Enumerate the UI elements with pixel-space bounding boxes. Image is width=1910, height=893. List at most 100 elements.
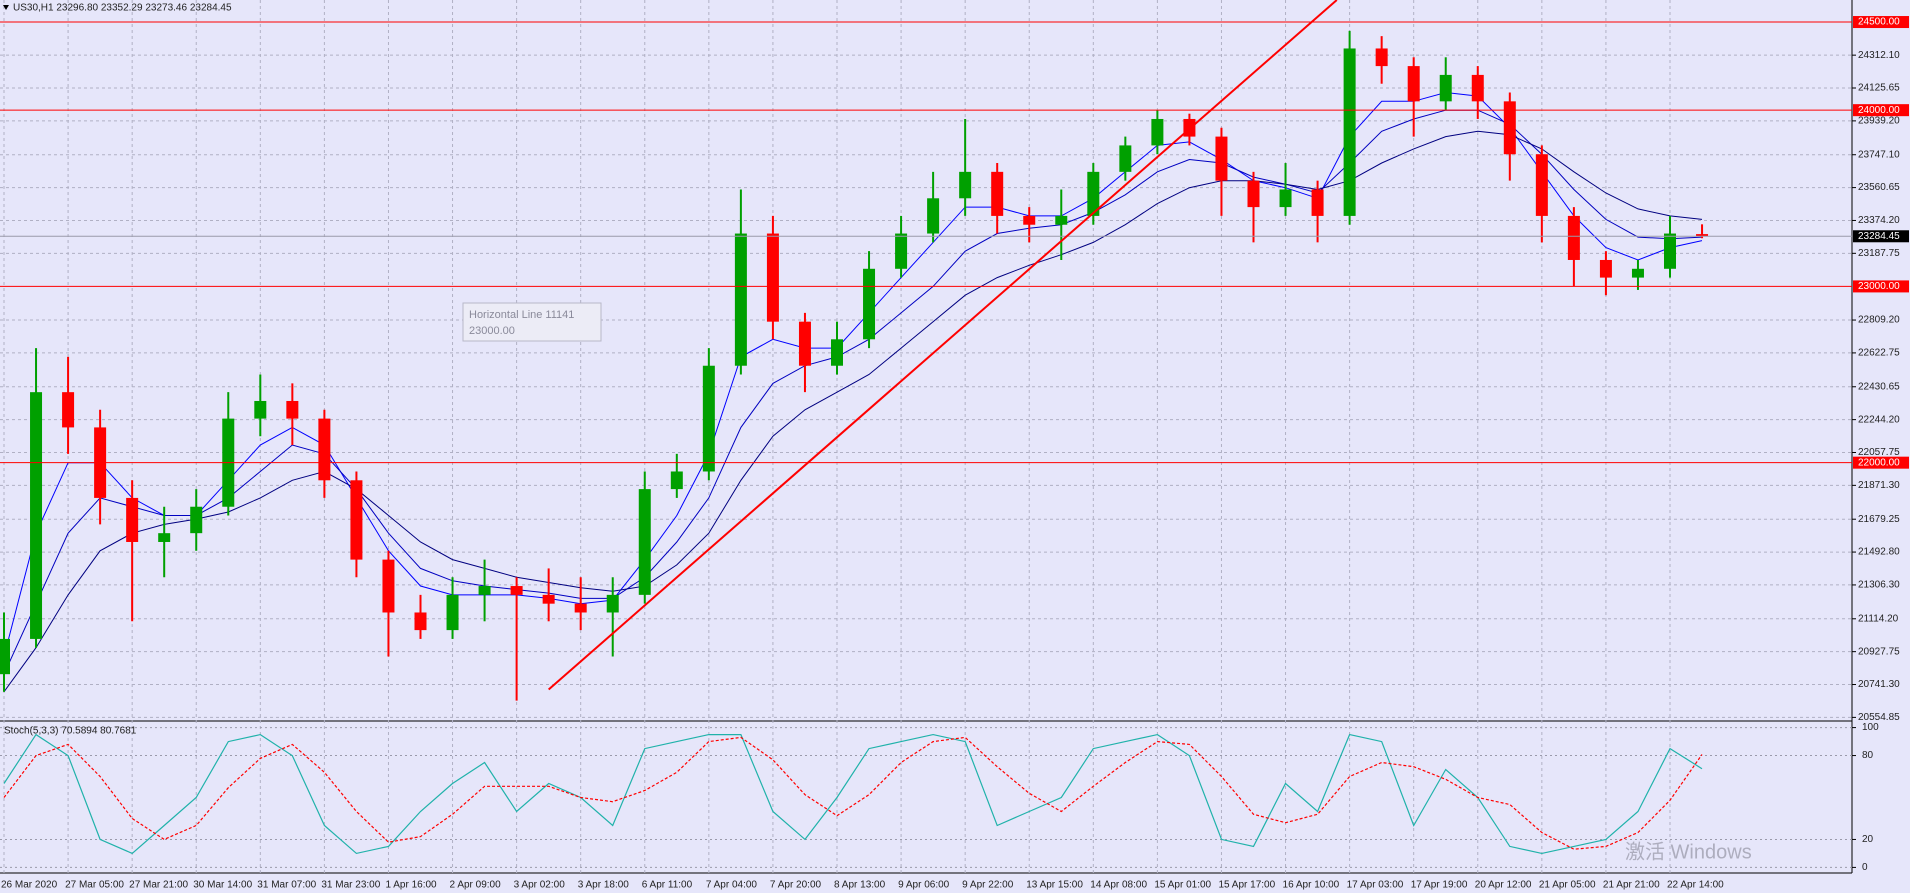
level-label: 24000.00 [1858, 105, 1900, 116]
candle-body [895, 233, 908, 269]
candle-body [798, 321, 811, 366]
x-tick-label: 2 Apr 09:00 [450, 880, 502, 891]
candle-body [1439, 74, 1452, 102]
candle-body [574, 603, 587, 613]
candle-body [0, 638, 10, 675]
y-tick-label: 22057.75 [1858, 447, 1900, 458]
x-tick-label: 17 Apr 19:00 [1411, 880, 1468, 891]
last-price-box [1853, 230, 1909, 243]
x-tick-label: 30 Mar 14:00 [193, 880, 252, 891]
y-tick-label: 24125.65 [1858, 83, 1900, 94]
x-tick-label: 20 Apr 12:00 [1475, 880, 1532, 891]
candle-body [1631, 268, 1644, 278]
y-tick-label: 22430.65 [1858, 381, 1900, 392]
x-tick-label: 21 Apr 21:00 [1603, 880, 1660, 891]
candle-body [766, 233, 779, 322]
x-tick-label: 1 Apr 16:00 [385, 880, 437, 891]
y-tick-label: 20741.30 [1858, 679, 1900, 690]
x-tick-label: 26 Mar 2020 [1, 880, 58, 891]
y-tick-label: 23374.20 [1858, 215, 1900, 226]
candle-body [126, 497, 139, 542]
level-box [1853, 104, 1909, 117]
level-label: 23000.00 [1858, 281, 1900, 292]
candle-body [1311, 189, 1324, 216]
x-tick-label: 8 Apr 13:00 [834, 880, 886, 891]
candle-body [638, 489, 651, 595]
candle-body [478, 586, 491, 595]
y-tick-label: 23187.75 [1858, 248, 1900, 259]
candle-body [62, 392, 75, 428]
moving-average [3, 109, 1703, 675]
candle-body [863, 268, 876, 340]
candle-body [1023, 215, 1036, 225]
trendline [547, 0, 1338, 691]
moving-average [3, 130, 1703, 693]
y-tick-label: 24312.10 [1858, 50, 1900, 61]
candle-body [446, 594, 459, 631]
level-label: 22000.00 [1858, 457, 1900, 468]
candle-body [734, 233, 747, 366]
candle-body [1215, 136, 1228, 181]
x-tick-label: 22 Apr 14:00 [1667, 880, 1724, 891]
y-tick-label: 20 [1862, 834, 1874, 845]
tooltip-title: Horizontal Line 11141 [469, 309, 574, 321]
candle-body [991, 171, 1004, 216]
indicator-title: Stoch(5,3,3) 70.5894 80.7681 [4, 726, 137, 737]
x-tick-label: 15 Apr 17:00 [1218, 880, 1275, 891]
candle-body [510, 586, 523, 595]
candle-body [414, 612, 427, 631]
y-tick-label: 100 [1862, 722, 1879, 733]
x-tick-label: 31 Mar 07:00 [257, 880, 316, 891]
candle-body [927, 198, 940, 234]
candle-body [286, 400, 299, 419]
candle-body [1151, 118, 1164, 146]
candle-body [1119, 145, 1132, 172]
candle-body [318, 418, 331, 481]
y-tick-label: 23560.65 [1858, 182, 1900, 193]
candle-body [382, 559, 395, 613]
candle-body [1664, 233, 1676, 269]
level-box [1853, 280, 1909, 293]
candle-body [1567, 215, 1580, 260]
tooltip [462, 302, 602, 342]
menu-icon [3, 5, 9, 10]
last-price-label: 23284.45 [1858, 231, 1900, 242]
candle-body [1375, 48, 1388, 67]
y-tick-label: 23747.10 [1858, 149, 1900, 160]
candle-body [1535, 154, 1548, 216]
y-tick-label: 21306.30 [1858, 580, 1900, 591]
y-tick-label: 22809.20 [1858, 315, 1900, 326]
y-tick-label: 20927.75 [1858, 646, 1900, 657]
x-tick-label: 7 Apr 20:00 [770, 880, 822, 891]
candle-body [1407, 66, 1420, 102]
y-tick-label: 22622.75 [1858, 348, 1900, 359]
level-box [1853, 16, 1909, 29]
x-tick-label: 6 Apr 11:00 [642, 880, 693, 891]
x-tick-label: 17 Apr 03:00 [1347, 880, 1404, 891]
candle-body [30, 392, 43, 639]
x-tick-label: 7 Apr 04:00 [706, 880, 758, 891]
candle-body [1055, 215, 1068, 225]
candle-body [606, 594, 619, 613]
stoch-line [3, 736, 1703, 850]
x-tick-label: 15 Apr 01:00 [1154, 880, 1211, 891]
candle-body [190, 506, 203, 534]
y-tick-label: 21492.80 [1858, 547, 1900, 558]
y-tick-label: 22244.20 [1858, 414, 1900, 425]
x-tick-label: 3 Apr 02:00 [514, 880, 566, 891]
watermark: 激活 Windows [1625, 840, 1752, 863]
candle-body [1471, 74, 1484, 102]
stoch-line [3, 733, 1703, 855]
y-tick-label: 80 [1862, 750, 1874, 761]
candle-body [350, 480, 363, 560]
candle-body [1503, 101, 1516, 155]
x-tick-label: 27 Mar 05:00 [65, 880, 124, 891]
y-tick-label: 21679.25 [1858, 514, 1900, 525]
candle-body [1087, 171, 1100, 216]
y-tick-label: 23939.20 [1858, 116, 1900, 127]
level-label: 24500.00 [1858, 17, 1900, 28]
y-tick-label: 21114.20 [1858, 613, 1899, 624]
